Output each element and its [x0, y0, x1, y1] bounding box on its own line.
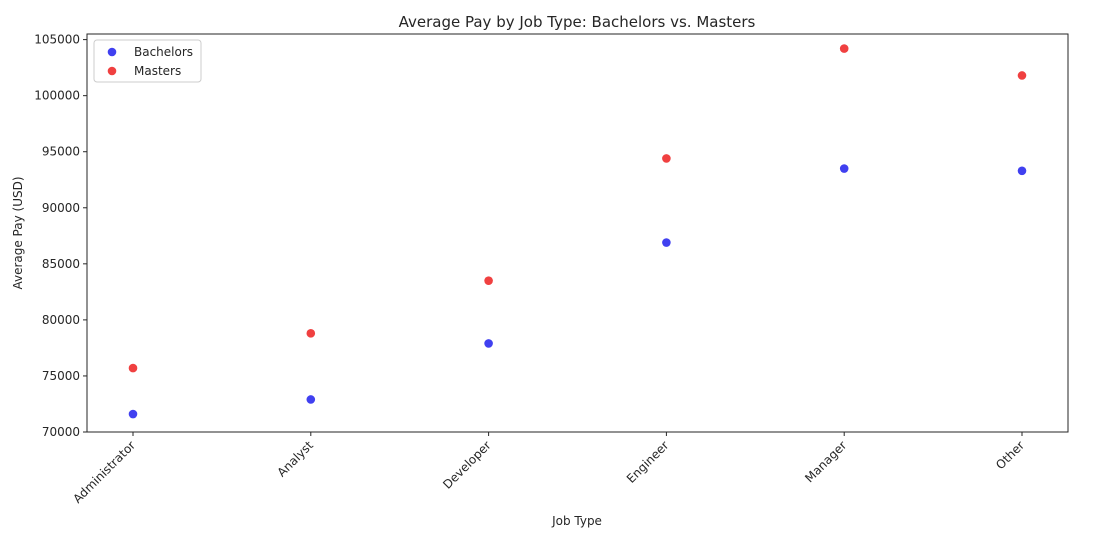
x-axis: Administrator Analyst Developer Engineer Man…: [70, 432, 1027, 506]
y-tick-label: 105000: [34, 33, 80, 47]
data-points: [128, 44, 1027, 419]
chart-title: Average Pay by Job Type: Bachelors vs. M…: [399, 13, 756, 31]
point-bachelors: [128, 409, 138, 419]
y-axis-title: Average Pay (USD): [11, 176, 25, 289]
point-bachelors: [839, 164, 849, 173]
point-masters: [128, 363, 138, 373]
x-tick-label: Administrator: [70, 438, 138, 506]
y-tick-label: 85000: [42, 257, 80, 271]
legend-marker-masters: [107, 66, 117, 76]
legend: Bachelors Masters: [93, 39, 202, 83]
point-masters: [1017, 71, 1027, 80]
y-tick-label: 75000: [42, 369, 80, 383]
point-bachelors: [484, 339, 493, 348]
legend-box: [93, 39, 202, 83]
legend-marker-bachelors: [107, 47, 117, 57]
point-masters: [306, 329, 316, 338]
x-tick-label: Developer: [440, 438, 494, 492]
point-masters: [484, 276, 493, 285]
point-masters: [662, 154, 671, 163]
y-tick-label: 100000: [34, 89, 80, 103]
x-tick-label: Manager: [802, 438, 849, 485]
point-bachelors: [306, 395, 316, 404]
x-axis-title: Job Type: [551, 514, 602, 528]
y-tick-label: 80000: [42, 313, 80, 327]
legend-label: Bachelors: [134, 45, 193, 59]
plot-area: [86, 33, 1069, 433]
y-tick-label: 90000: [42, 201, 80, 215]
y-tick-label: 70000: [42, 425, 80, 439]
x-tick-label: Engineer: [624, 438, 672, 486]
y-tick-label: 95000: [42, 145, 80, 159]
point-bachelors: [1017, 166, 1027, 176]
legend-label: Masters: [134, 64, 181, 78]
point-bachelors: [662, 238, 671, 247]
x-tick-label: Analyst: [275, 438, 317, 480]
y-axis: 70000 75000 80000 85000 90000 95000 100000 1050…: [34, 33, 87, 439]
x-tick-label: Other: [993, 438, 1027, 472]
point-masters: [839, 44, 849, 53]
